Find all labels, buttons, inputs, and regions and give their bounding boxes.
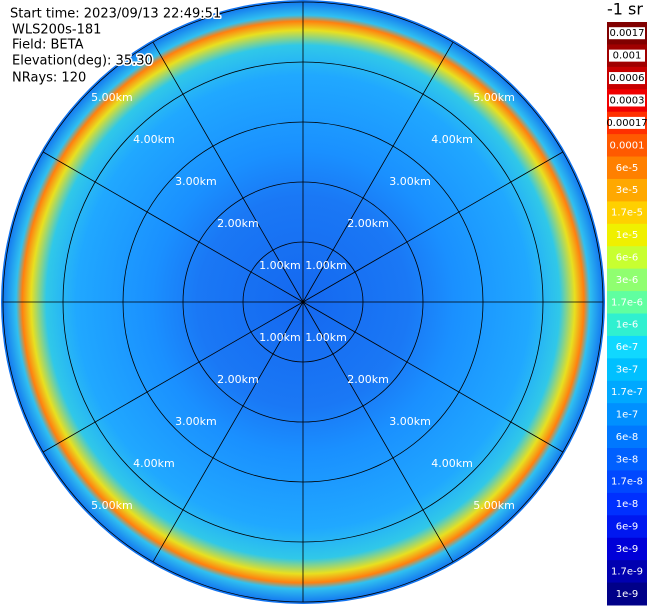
range-ring xyxy=(182,181,424,423)
spoke xyxy=(42,301,304,453)
colorbar-cell xyxy=(607,201,647,225)
spoke xyxy=(152,41,304,303)
colorbar-label: 0.0003 xyxy=(610,95,645,106)
colorbar-cell xyxy=(607,358,647,382)
colorbar-label: 0.001 xyxy=(613,51,642,62)
spoke xyxy=(302,301,564,453)
colorbar-label: 6e-7 xyxy=(616,342,639,353)
colorbar-label: 0.0017 xyxy=(610,28,645,39)
colorbar-title: -1 sr xyxy=(607,0,643,19)
spoke xyxy=(302,41,454,303)
colorbar-label: 3e-5 xyxy=(616,185,639,196)
spoke xyxy=(42,151,304,303)
colorbar-cell xyxy=(607,380,647,404)
range-ring xyxy=(122,121,484,483)
colorbar-label: 0.0006 xyxy=(610,73,645,84)
info-line: Start time: 2023/09/13 22:49:51 xyxy=(10,7,221,22)
colorbar-cell xyxy=(607,178,647,202)
colorbar-label: 1.7e-7 xyxy=(611,387,643,398)
range-label: 5.00km xyxy=(91,91,133,104)
colorbar-cell xyxy=(607,335,647,359)
range-label: 3.00km xyxy=(389,415,431,428)
range-label: 2.00km xyxy=(217,373,259,386)
colorbar-label-box xyxy=(609,72,645,85)
colorbar-cell xyxy=(607,313,647,337)
colorbar-cell xyxy=(607,223,647,247)
colorbar-cell xyxy=(607,291,647,314)
info-line: WLS200s-181 xyxy=(12,23,101,38)
info-line: Elevation(deg): 35.30 xyxy=(12,54,153,69)
colorbar-cell xyxy=(607,246,647,270)
range-label: 5.00km xyxy=(473,499,515,512)
colorbar-label: 6e-6 xyxy=(616,252,639,263)
colorbar-label: 1e-5 xyxy=(616,230,639,241)
colorbar-label: 0.0001 xyxy=(610,140,645,151)
colorbar-label: 6e-8 xyxy=(616,432,639,443)
range-label: 1.00km xyxy=(259,259,301,272)
colorbar-label-box xyxy=(609,116,645,129)
colorbar-cell xyxy=(607,156,647,180)
spoke xyxy=(302,301,454,563)
range-label: 2.00km xyxy=(347,373,389,386)
range-label: 3.00km xyxy=(175,175,217,188)
colorbar-label: 6e-5 xyxy=(616,163,639,174)
range-label: 4.00km xyxy=(133,133,175,146)
range-label: 2.00km xyxy=(347,217,389,230)
range-label: 5.00km xyxy=(91,499,133,512)
info-line: NRays: 120 xyxy=(12,71,86,86)
colorbar-label: 0.00017 xyxy=(606,118,647,129)
colorbar-label: 1e-7 xyxy=(616,409,639,420)
colorbar-label: 1.7e-8 xyxy=(611,477,643,488)
colorbar-cell xyxy=(607,134,647,158)
range-label: 3.00km xyxy=(389,175,431,188)
colorbar-label: 1e-9 xyxy=(616,589,639,600)
colorbar-label: 3e-7 xyxy=(616,365,639,376)
range-label: 1.00km xyxy=(305,331,347,344)
range-label: 2.00km xyxy=(217,217,259,230)
colorbar-cell xyxy=(607,560,647,584)
colorbar-label: 3e-8 xyxy=(616,454,639,465)
colorbar-cell xyxy=(607,448,647,471)
colorbar-cell xyxy=(607,425,647,449)
colorbar-label: 6e-9 xyxy=(616,522,639,533)
range-label: 4.00km xyxy=(431,457,473,470)
range-label: 1.00km xyxy=(259,331,301,344)
range-label: 1.00km xyxy=(305,259,347,272)
colorbar-label-box xyxy=(609,27,645,40)
range-ring xyxy=(242,241,364,363)
range-label: 4.00km xyxy=(431,133,473,146)
range-ring xyxy=(2,1,604,603)
colorbar-cell xyxy=(607,268,647,292)
spoke xyxy=(302,151,564,303)
colorbar-label: 1e-8 xyxy=(616,499,639,510)
colorbar-cell xyxy=(607,515,647,539)
range-label: 3.00km xyxy=(175,415,217,428)
colorbar-cell xyxy=(607,470,647,494)
colorbar-label: 3e-6 xyxy=(616,275,639,286)
colorbar-label: 1.7e-9 xyxy=(611,566,643,577)
colorbar-label-box xyxy=(609,94,645,107)
range-ring xyxy=(62,61,544,543)
info-line: Field: BETA xyxy=(12,38,84,53)
range-label: 4.00km xyxy=(133,457,175,470)
spoke xyxy=(152,301,304,563)
colorbar-label-box xyxy=(609,49,645,62)
colorbar-label: 1.7e-6 xyxy=(611,297,643,308)
colorbar-cell xyxy=(607,582,647,606)
colorbar-cell xyxy=(607,537,647,561)
colorbar-cell xyxy=(607,492,647,516)
colorbar-label: 3e-9 xyxy=(616,544,639,555)
colorbar-cell xyxy=(607,403,647,427)
colorbar-label: 1e-6 xyxy=(616,320,639,331)
range-label: 5.00km xyxy=(473,91,515,104)
colorbar-label: 1.7e-5 xyxy=(611,208,643,219)
